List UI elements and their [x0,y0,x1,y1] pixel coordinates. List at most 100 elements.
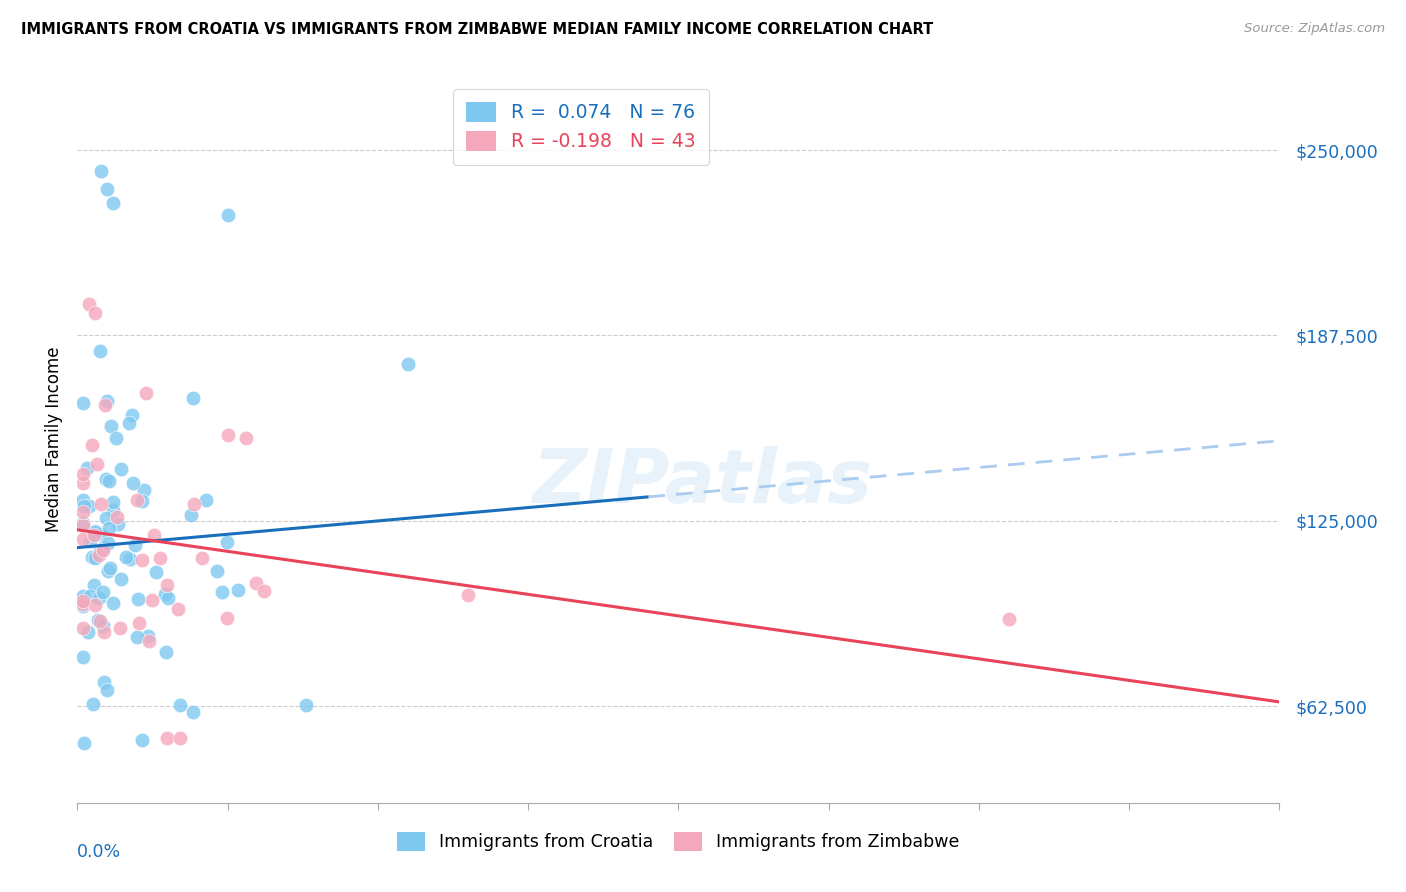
Point [125,492,148,507]
Point [127,592,149,607]
Point [167,601,190,615]
Point [73,736,96,750]
Point [101,596,124,610]
Point [190,550,212,565]
Point [217,428,239,442]
Point [155,645,177,659]
Point [998,612,1021,626]
Point [73,499,96,513]
Point [72,589,94,603]
Point [96,683,118,698]
Point [79,533,101,548]
Point [84,525,107,540]
Point [211,585,233,599]
Point [457,588,479,602]
Point [72,650,94,665]
Point [157,591,180,606]
Point [105,510,128,524]
Point [79,297,101,311]
Point [86,457,108,471]
Legend: Immigrants from Croatia, Immigrants from Zimbabwe: Immigrants from Croatia, Immigrants from… [389,823,967,860]
Point [96,393,118,408]
Y-axis label: Median Family Income: Median Family Income [45,347,63,532]
Point [135,386,157,401]
Point [89,526,111,541]
Point [84,551,107,566]
Point [131,553,153,567]
Point [72,533,94,547]
Point [91,542,114,557]
Point [82,697,104,711]
Point [253,583,276,598]
Point [205,564,228,578]
Point [90,497,112,511]
Point [294,698,316,712]
Text: IMMIGRANTS FROM CROATIA VS IMMIGRANTS FROM ZIMBABWE MEDIAN FAMILY INCOME CORRELA: IMMIGRANTS FROM CROATIA VS IMMIGRANTS FR… [21,22,934,37]
Point [181,705,204,719]
Point [125,630,148,644]
Point [107,516,129,531]
Point [72,516,94,530]
Text: ZIPatlas: ZIPatlas [533,446,873,519]
Point [94,399,117,413]
Point [87,548,110,562]
Point [121,476,143,491]
Point [132,483,155,498]
Point [169,698,191,712]
Point [101,494,124,508]
Point [97,536,120,550]
Point [228,583,250,598]
Point [121,408,143,422]
Point [98,561,121,575]
Point [100,419,122,434]
Point [217,208,239,222]
Point [124,537,146,551]
Point [98,520,121,534]
Point [118,416,141,430]
Point [77,625,100,640]
Point [89,591,111,605]
Point [89,614,111,628]
Point [96,181,118,195]
Point [91,585,114,599]
Point [183,497,205,511]
Point [87,613,110,627]
Point [110,572,132,586]
Point [138,633,160,648]
Point [195,493,218,508]
Point [93,674,115,689]
Point [169,731,191,745]
Point [72,467,94,482]
Point [396,357,419,371]
Point [96,472,118,486]
Point [156,731,179,745]
Point [72,597,94,611]
Point [101,503,124,517]
Point [235,431,257,445]
Point [96,510,118,524]
Point [145,565,167,579]
Point [141,593,163,607]
Point [84,598,107,612]
Point [97,474,120,488]
Point [156,577,179,591]
Point [72,593,94,607]
Point [108,621,131,635]
Point [84,524,107,538]
Point [72,621,94,635]
Point [72,492,94,507]
Point [181,391,204,405]
Point [83,527,105,541]
Point [82,549,104,564]
Point [72,396,94,410]
Point [143,528,166,542]
Point [82,438,104,452]
Point [136,629,159,643]
Point [72,599,94,614]
Point [76,461,98,475]
Point [110,462,132,476]
Point [90,163,112,178]
Point [83,578,105,592]
Point [103,196,125,211]
Point [149,551,172,566]
